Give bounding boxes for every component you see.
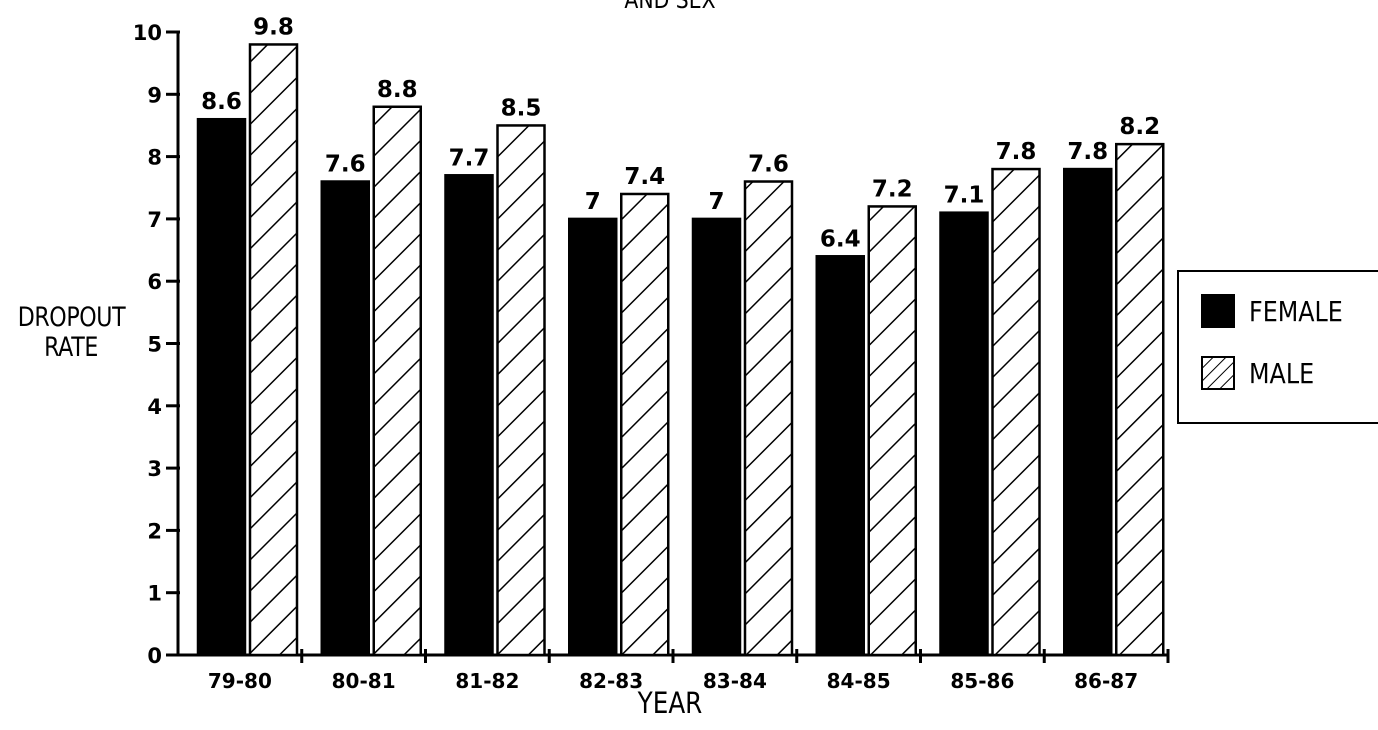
x-tick-label: 86-87 bbox=[1074, 669, 1138, 693]
data-labels: 8.6 9.8 7.6 8.8 7.7 8.5 7 7.4 7 7.6 6.4 7.2 7.1 7.8 7.… bbox=[201, 14, 1160, 252]
bar-female-80-81 bbox=[320, 180, 370, 657]
bar-male-80-81 bbox=[372, 105, 422, 657]
x-tick-label: 79-80 bbox=[208, 669, 272, 693]
y-tick-label: 2 bbox=[147, 519, 162, 543]
legend-label-male: MALE bbox=[1249, 356, 1315, 390]
data-label-male: 7.4 bbox=[624, 164, 665, 190]
x-tick-label: 83-84 bbox=[703, 669, 767, 693]
bar-male-83-84 bbox=[743, 180, 794, 657]
bar-female-79-80 bbox=[196, 117, 247, 657]
chart-title: AND SEX bbox=[624, 0, 716, 14]
bar-female-82-83 bbox=[568, 217, 618, 657]
axes: 0 1 2 3 4 5 6 7 8 9 10 79-80 80-81 81-82 82-83 83-84 84-… bbox=[133, 21, 1170, 693]
bar-male-84-85 bbox=[867, 205, 917, 657]
y-tick-label: 7 bbox=[147, 208, 162, 232]
y-tick-label: 6 bbox=[147, 270, 162, 294]
bar-female-86-87 bbox=[1063, 167, 1113, 657]
x-tick-label: 84-85 bbox=[827, 669, 891, 693]
data-label-female: 7.1 bbox=[944, 183, 985, 209]
x-axis-label: YEAR bbox=[637, 686, 703, 720]
data-label-male: 7.2 bbox=[872, 176, 913, 202]
y-tick-label: 0 bbox=[147, 644, 162, 668]
y-tick-label: 3 bbox=[147, 457, 162, 481]
bar-female-81-82 bbox=[444, 174, 494, 657]
x-tick-label: 82-83 bbox=[579, 669, 643, 693]
y-axis-label: DROPOUT RATE bbox=[17, 302, 126, 363]
data-label-male: 8.2 bbox=[1119, 114, 1160, 140]
data-label-male: 7.6 bbox=[748, 152, 789, 178]
data-label-female: 7.8 bbox=[1067, 139, 1108, 165]
bar-male-79-80 bbox=[248, 43, 299, 657]
data-label-female: 7.7 bbox=[449, 145, 490, 171]
data-label-male: 8.5 bbox=[501, 95, 542, 121]
bar-male-82-83 bbox=[620, 192, 670, 657]
y-axis-label-line-1: DROPOUT bbox=[17, 302, 126, 333]
legend: FEMALE MALE bbox=[1177, 270, 1378, 424]
y-tick-label: 4 bbox=[147, 395, 162, 419]
x-tick-label: 81-82 bbox=[455, 669, 519, 693]
data-label-female: 8.6 bbox=[201, 89, 242, 115]
legend-item-male: MALE bbox=[1201, 356, 1326, 390]
bar-male-85-86 bbox=[991, 167, 1041, 657]
bar-female-83-84 bbox=[691, 217, 742, 657]
data-label-male: 9.8 bbox=[253, 14, 294, 40]
data-label-female: 6.4 bbox=[820, 226, 861, 252]
bar-female-84-85 bbox=[815, 255, 865, 657]
x-tick-label: 80-81 bbox=[332, 669, 396, 693]
legend-item-female: FEMALE bbox=[1201, 294, 1359, 328]
x-tick-label: 85-86 bbox=[950, 669, 1014, 693]
y-axis-label-line-2: RATE bbox=[44, 332, 98, 363]
bar-male-81-82 bbox=[496, 124, 546, 657]
y-tick-label: 10 bbox=[133, 21, 162, 45]
y-tick-label: 9 bbox=[147, 83, 162, 107]
data-label-male: 8.8 bbox=[377, 77, 418, 103]
legend-swatch-male bbox=[1201, 356, 1235, 390]
bar-male-86-87 bbox=[1115, 142, 1165, 657]
legend-label-female: FEMALE bbox=[1249, 294, 1343, 328]
data-label-male: 7.8 bbox=[996, 139, 1037, 165]
data-label-female: 7.6 bbox=[325, 152, 366, 178]
bars bbox=[196, 43, 1165, 657]
y-tick-label: 1 bbox=[147, 582, 162, 606]
data-label-female: 7 bbox=[585, 189, 601, 215]
data-label-female: 7 bbox=[708, 189, 724, 215]
y-tick-label: 8 bbox=[147, 146, 162, 170]
legend-swatch-female bbox=[1201, 294, 1235, 328]
bar-female-85-86 bbox=[939, 211, 989, 657]
y-tick-label: 5 bbox=[147, 333, 162, 357]
